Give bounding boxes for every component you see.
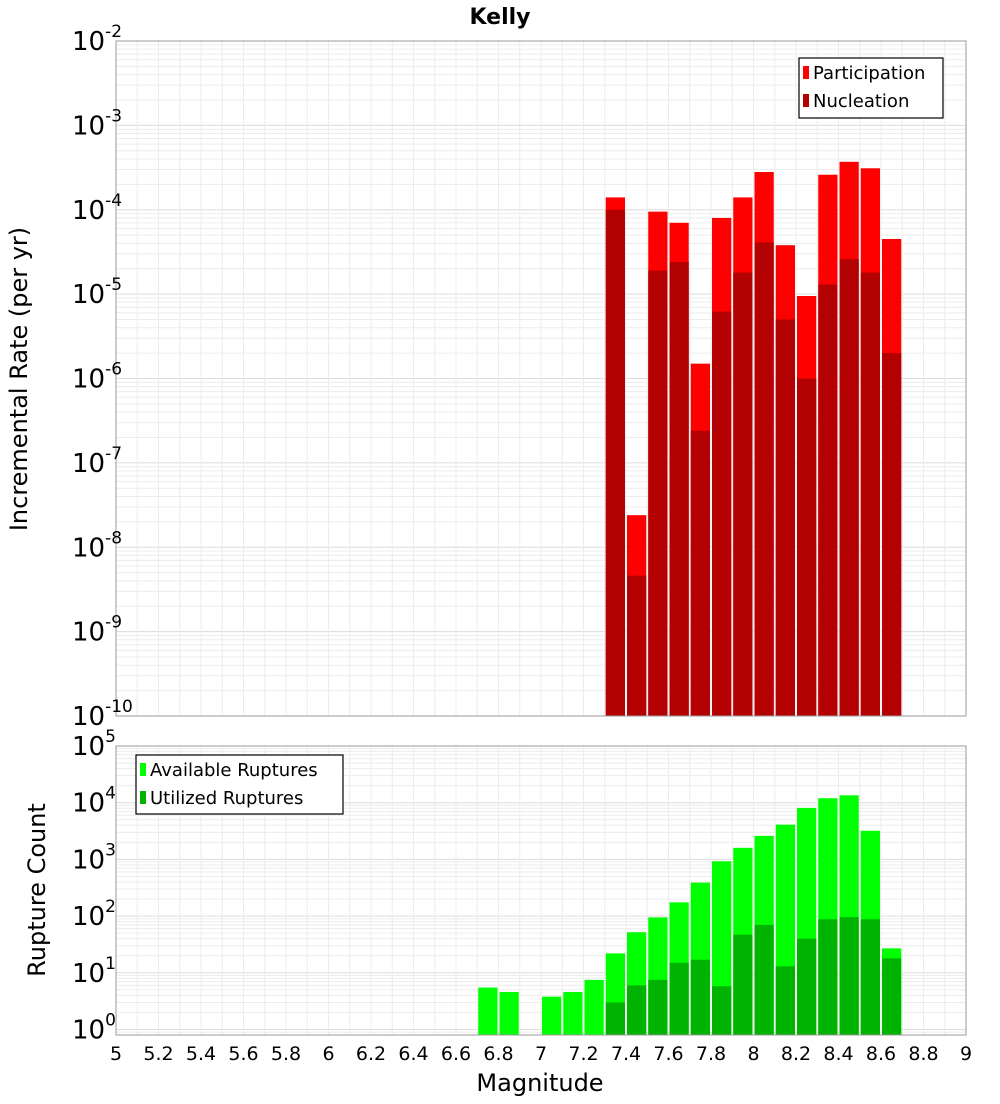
legend-label-utilized: Utilized Ruptures xyxy=(150,788,303,809)
x-tick-label: 6.6 xyxy=(441,1043,471,1065)
x-tick-label: 8 xyxy=(747,1043,759,1065)
top-y-tick-label: 10-3 xyxy=(72,106,122,141)
chart-title: Kelly xyxy=(469,5,530,30)
x-tick-label: 5 xyxy=(110,1043,122,1065)
bottom-bar-available xyxy=(499,991,519,1035)
x-tick-label: 5.8 xyxy=(271,1043,301,1065)
bottom-y-tick-label: 101 xyxy=(72,954,116,989)
bottom-bar-utilized xyxy=(733,934,753,1035)
bottom-bar-available xyxy=(478,987,498,1035)
bottom-bar-utilized xyxy=(605,1002,625,1035)
top-y-tick-label: 10-6 xyxy=(72,360,122,395)
top-bar-nucleation xyxy=(839,259,859,716)
top-bar-nucleation xyxy=(605,209,625,716)
bottom-y-tick-label: 100 xyxy=(72,1011,116,1046)
x-tick-label: 8.2 xyxy=(781,1043,811,1065)
x-tick-label: 9 xyxy=(960,1043,972,1065)
bottom-y-tick-label: 104 xyxy=(72,784,116,819)
x-tick-label: 7.6 xyxy=(653,1043,683,1065)
x-tick-label: 8.8 xyxy=(908,1043,938,1065)
bottom-bar-utilized xyxy=(648,979,668,1035)
top-bar-nucleation xyxy=(627,575,647,716)
top-bar-nucleation xyxy=(754,242,774,716)
top-y-tick-label: 10-7 xyxy=(72,444,122,479)
bottom-bar-utilized xyxy=(818,919,838,1035)
top-bar-nucleation xyxy=(669,262,689,716)
top-bar-nucleation xyxy=(648,270,668,716)
top-grid xyxy=(115,40,967,717)
x-tick-label: 8.4 xyxy=(823,1043,853,1065)
top-y-tick-label: 10-8 xyxy=(72,528,122,563)
top-y-tick-label: 10-10 xyxy=(72,697,133,732)
top-y-tick-label: 10-9 xyxy=(72,613,122,648)
top-bar-nucleation xyxy=(712,311,732,716)
x-axis-label: Magnitude xyxy=(476,1069,603,1097)
tick-labels: 10-10 10-9 10-8 10-7 10-6 10-5 10-4 10-3 10-2 100… xyxy=(72,22,972,1065)
bottom-bar-available xyxy=(584,979,604,1035)
bottom-legend-box xyxy=(135,754,344,815)
x-tick-label: 5.4 xyxy=(186,1043,216,1065)
legend-swatch-available xyxy=(140,763,146,776)
bottom-bar-utilized xyxy=(775,966,795,1035)
top-bars xyxy=(605,161,902,717)
bottom-y-tick-label: 105 xyxy=(72,727,116,762)
top-plot-frame xyxy=(115,40,967,717)
bottom-legend: Available Ruptures Utilized Ruptures xyxy=(135,754,344,815)
bottom-bar-available xyxy=(542,996,562,1035)
bottom-y-tick-label: 102 xyxy=(72,897,116,932)
legend-label-participation: Participation xyxy=(813,63,925,84)
bottom-plot-frame xyxy=(115,745,967,1036)
legend-label-available: Available Ruptures xyxy=(150,760,318,781)
bottom-bar-utilized xyxy=(712,986,732,1035)
x-tick-label: 7.2 xyxy=(568,1043,598,1065)
top-y-tick-label: 10-5 xyxy=(72,275,122,310)
x-tick-label: 7.8 xyxy=(696,1043,726,1065)
bottom-bar-utilized xyxy=(797,938,817,1035)
bottom-bar-utilized xyxy=(690,959,710,1035)
x-tick-label: 6.4 xyxy=(398,1043,428,1065)
top-bar-nucleation xyxy=(690,430,710,716)
bottom-bar-utilized xyxy=(627,985,647,1035)
bottom-bar-utilized xyxy=(754,924,774,1035)
legend-label-nucleation: Nucleation xyxy=(813,91,909,112)
top-bar-nucleation xyxy=(882,353,902,716)
bottom-y-axis-label: Rupture Count xyxy=(23,803,51,977)
bottom-bar-utilized xyxy=(860,919,880,1035)
x-tick-label: 6.2 xyxy=(356,1043,386,1065)
top-bar-nucleation xyxy=(818,284,838,716)
top-bar-nucleation xyxy=(733,272,753,716)
bottom-bar-available xyxy=(563,991,583,1035)
top-bar-nucleation xyxy=(775,319,795,716)
bottom-bars xyxy=(478,795,902,1035)
bottom-bar-utilized xyxy=(839,917,859,1035)
bottom-y-tick-label: 103 xyxy=(72,840,116,875)
legend-swatch-nucleation xyxy=(803,94,809,107)
bottom-bar-utilized xyxy=(669,962,689,1035)
x-tick-label: 8.6 xyxy=(866,1043,896,1065)
legend-swatch-participation xyxy=(803,66,809,79)
x-tick-label: 7 xyxy=(535,1043,547,1065)
top-bar-nucleation xyxy=(860,272,880,716)
top-y-axis-label: Incremental Rate (per yr) xyxy=(5,227,33,531)
bottom-bar-utilized xyxy=(882,958,902,1035)
x-tick-label: 6.8 xyxy=(483,1043,513,1065)
top-legend: Participation Nucleation xyxy=(798,57,944,119)
x-tick-label: 5.6 xyxy=(228,1043,258,1065)
x-tick-label: 5.2 xyxy=(143,1043,173,1065)
legend-swatch-utilized xyxy=(140,791,146,804)
top-y-tick-label: 10-2 xyxy=(72,22,122,57)
top-y-tick-label: 10-4 xyxy=(72,191,122,226)
top-bar-nucleation xyxy=(797,378,817,716)
x-tick-label: 7.4 xyxy=(611,1043,641,1065)
x-tick-label: 6 xyxy=(322,1043,334,1065)
top-legend-box xyxy=(798,57,944,119)
